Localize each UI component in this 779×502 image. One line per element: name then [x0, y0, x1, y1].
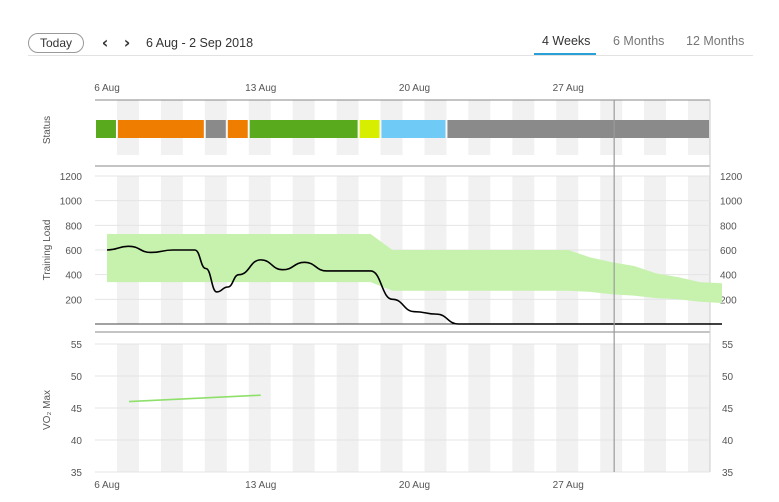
y-tick-label: 50: [722, 372, 734, 383]
today-button[interactable]: Today: [28, 33, 84, 53]
y-tick-label: 55: [722, 340, 734, 351]
y-tick-label: 800: [65, 221, 82, 232]
status-x-tick-labels: 6 Aug 13 Aug 20 Aug 27 Aug: [94, 83, 584, 94]
status-segment: [447, 120, 709, 138]
y-tick-label: 600: [720, 246, 737, 257]
y-tick-label: 1200: [60, 172, 83, 183]
x-tick-label: 20 Aug: [399, 480, 430, 491]
vo2-max-line: [128, 394, 261, 403]
y-tick-label: 600: [65, 246, 82, 257]
x-tick-label: 27 Aug: [553, 83, 584, 94]
training-load-left-ticks: 200 400 600 800 1000 1200: [60, 172, 83, 306]
y-tick-label: 400: [720, 271, 737, 282]
chevron-right-icon[interactable]: ›: [123, 33, 131, 52]
y-tick-label: 1000: [720, 197, 743, 208]
y-tick-label: 200: [720, 295, 737, 306]
status-axis-title: Status: [42, 116, 53, 144]
tab-4-weeks[interactable]: 4 Weeks: [542, 34, 591, 48]
active-tab-indicator: [534, 53, 596, 55]
optimal-load-range: [107, 234, 722, 303]
vo2-max-axis-title: VO₂ Max: [42, 390, 53, 430]
x-tick-label: 6 Aug: [94, 83, 120, 94]
date-range-label: 6 Aug - 2 Sep 2018: [146, 36, 254, 50]
y-tick-label: 45: [722, 404, 734, 415]
training-load-panel: Training Load 200 400 600 800 1000 1200 200 40…: [42, 172, 743, 325]
vo2-x-tick-labels: 6 Aug 13 Aug 20 Aug 27 Aug: [94, 480, 584, 491]
status-segment: [249, 120, 358, 138]
status-segment: [381, 120, 446, 138]
y-tick-label: 200: [65, 295, 82, 306]
y-tick-label: 800: [720, 221, 737, 232]
y-tick-label: 45: [71, 404, 83, 415]
tab-12-months[interactable]: 12 Months: [686, 34, 745, 48]
x-tick-label: 20 Aug: [399, 83, 430, 94]
training-load-right-ticks: 200 400 600 800 1000 1200: [720, 172, 743, 306]
toolbar: Today ‹ › 6 Aug - 2 Sep 2018 4 Weeks 6 M…: [0, 0, 779, 60]
status-segment: [205, 120, 226, 138]
y-tick-label: 35: [722, 468, 734, 479]
y-tick-label: 400: [65, 271, 82, 282]
chevron-left-icon[interactable]: ‹: [101, 33, 109, 52]
y-tick-label: 40: [722, 436, 734, 447]
y-tick-label: 55: [71, 340, 83, 351]
x-tick-label: 6 Aug: [94, 480, 120, 491]
x-tick-label: 27 Aug: [553, 480, 584, 491]
status-segment: [227, 120, 248, 138]
y-tick-label: 1000: [60, 197, 83, 208]
y-tick-label: 40: [71, 436, 83, 447]
status-segment: [96, 120, 116, 138]
tab-6-months[interactable]: 6 Months: [613, 34, 665, 48]
x-tick-label: 13 Aug: [245, 83, 276, 94]
y-tick-label: 1200: [720, 172, 743, 183]
training-load-line: [106, 245, 722, 325]
vo2-max-panel: VO₂ Max 35 40 45 50 55 35 40 45 50 55 6 Aug 13 A…: [42, 340, 734, 491]
y-tick-label: 50: [71, 372, 83, 383]
status-segment: [117, 120, 204, 138]
header-divider: [28, 55, 753, 56]
status-segment: [359, 120, 380, 138]
vo2-max-gridlines: [95, 343, 710, 473]
vo2-max-right-ticks: 35 40 45 50 55: [722, 340, 734, 479]
status-panel: Status 6 Aug 13 Aug 20 Aug 27 Aug: [42, 83, 709, 144]
x-tick-label: 13 Aug: [245, 480, 276, 491]
status-segments: [96, 120, 709, 138]
y-tick-label: 35: [71, 468, 83, 479]
training-load-axis-title: Training Load: [42, 220, 53, 281]
vo2-max-left-ticks: 35 40 45 50 55: [71, 340, 83, 479]
